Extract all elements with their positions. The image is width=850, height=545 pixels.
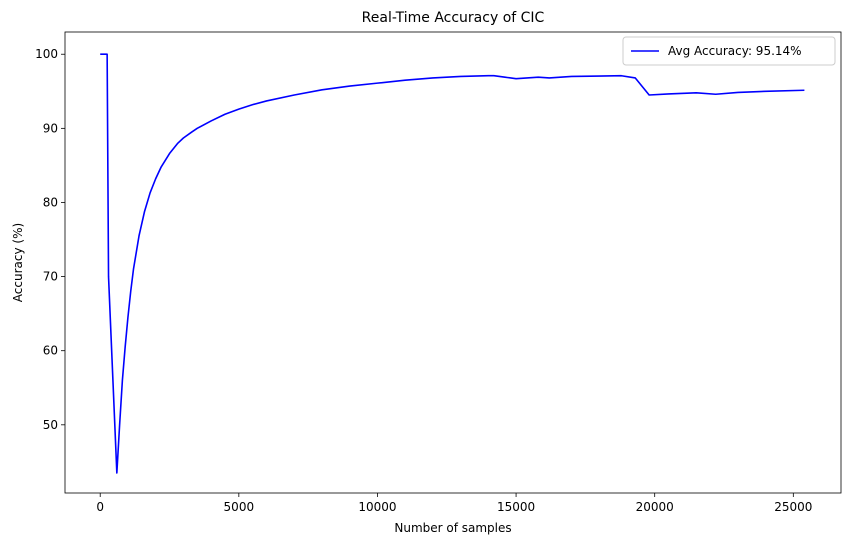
x-tick-label: 15000 xyxy=(497,500,535,514)
y-tick-label: 60 xyxy=(43,344,58,358)
x-tick-label: 5000 xyxy=(224,500,255,514)
plot-frame xyxy=(64,31,842,494)
chart-title: Real-Time Accuracy of CIC xyxy=(362,10,545,26)
x-tick-label: 10000 xyxy=(358,500,396,514)
y-axis-title: Accuracy (%) xyxy=(11,223,25,302)
y-tick-label: 90 xyxy=(43,121,58,135)
plot-lines xyxy=(100,53,805,474)
y-tick-label: 70 xyxy=(43,270,58,284)
x-tick-label: 20000 xyxy=(636,500,674,514)
series-line-0 xyxy=(100,53,805,474)
y-tick-label: 100 xyxy=(35,47,58,61)
legend-label: Avg Accuracy: 95.14% xyxy=(668,44,802,58)
y-tick-label: 80 xyxy=(43,195,58,209)
x-tick-label: 0 xyxy=(96,500,104,514)
legend-box xyxy=(622,36,836,66)
y-axis-ticks: 50 60 70 80 90 100 xyxy=(35,47,65,432)
x-tick-label: 25000 xyxy=(774,500,812,514)
y-tick-label: 50 xyxy=(43,418,58,432)
legend: Avg Accuracy: 95.14% xyxy=(622,36,836,66)
x-axis-ticks: 0 5000 10000 15000 20000 25000 xyxy=(96,493,812,514)
x-axis-title: Number of samples xyxy=(394,521,511,535)
